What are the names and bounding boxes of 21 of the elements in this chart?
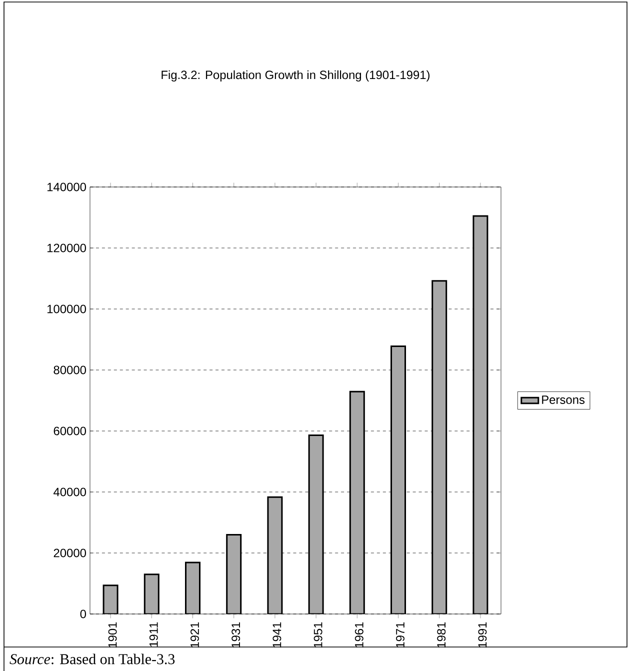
y-tick-label: 0 (80, 610, 86, 618)
x-tick-label: 1961 (354, 622, 364, 648)
x-tick-label: 1951 (314, 622, 322, 648)
y-tick-label: 100000 (47, 304, 86, 314)
chart-title: Fig.3.2: Population Growth in Shillong (1901-1991) (162, 70, 430, 82)
legend-label: Persons (542, 396, 585, 404)
y-tick-label: 20000 (54, 548, 86, 558)
y-tick-label: 120000 (47, 244, 86, 252)
x-tick-label: 1971 (396, 622, 404, 648)
y-tick-label: 40000 (54, 488, 86, 496)
text: Source: Based on Table-3.3 (10, 654, 175, 664)
x-tick-label: 1921 (190, 622, 199, 648)
y-tick-label: 140000 (47, 182, 86, 192)
x-tick-label: 1991 (478, 622, 487, 648)
y-tick-label: 60000 (54, 426, 86, 436)
x-tick-label: 1901 (108, 622, 117, 648)
x-tick-label: 1911 (149, 622, 158, 647)
x-tick-label: 1941 (272, 622, 282, 648)
y-tick-label: 80000 (54, 366, 86, 374)
x-tick-label: 1981 (437, 622, 446, 648)
x-tick-label: 1931 (232, 622, 240, 648)
